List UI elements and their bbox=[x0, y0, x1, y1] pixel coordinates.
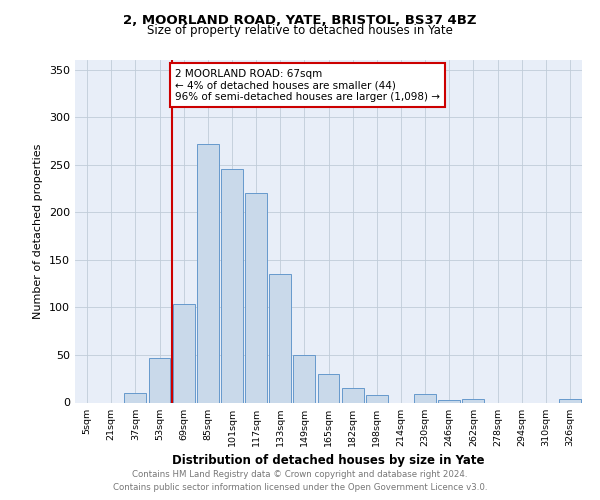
Bar bbox=[221, 170, 243, 402]
Bar bbox=[439, 400, 460, 402]
Bar bbox=[197, 144, 218, 402]
Bar bbox=[149, 358, 170, 403]
Text: 2 MOORLAND ROAD: 67sqm
← 4% of detached houses are smaller (44)
96% of semi-deta: 2 MOORLAND ROAD: 67sqm ← 4% of detached … bbox=[175, 68, 440, 102]
Bar bbox=[293, 355, 315, 403]
Bar bbox=[414, 394, 436, 402]
Bar bbox=[245, 193, 267, 402]
Bar bbox=[173, 304, 194, 402]
X-axis label: Distribution of detached houses by size in Yate: Distribution of detached houses by size … bbox=[172, 454, 485, 467]
Bar bbox=[269, 274, 291, 402]
Y-axis label: Number of detached properties: Number of detached properties bbox=[34, 144, 43, 319]
Text: Size of property relative to detached houses in Yate: Size of property relative to detached ho… bbox=[147, 24, 453, 37]
Bar bbox=[342, 388, 364, 402]
Bar bbox=[317, 374, 340, 402]
Bar bbox=[124, 393, 146, 402]
Bar bbox=[463, 398, 484, 402]
Bar bbox=[366, 395, 388, 402]
Text: Contains HM Land Registry data © Crown copyright and database right 2024.
Contai: Contains HM Land Registry data © Crown c… bbox=[113, 470, 487, 492]
Text: 2, MOORLAND ROAD, YATE, BRISTOL, BS37 4BZ: 2, MOORLAND ROAD, YATE, BRISTOL, BS37 4B… bbox=[123, 14, 477, 27]
Bar bbox=[559, 398, 581, 402]
